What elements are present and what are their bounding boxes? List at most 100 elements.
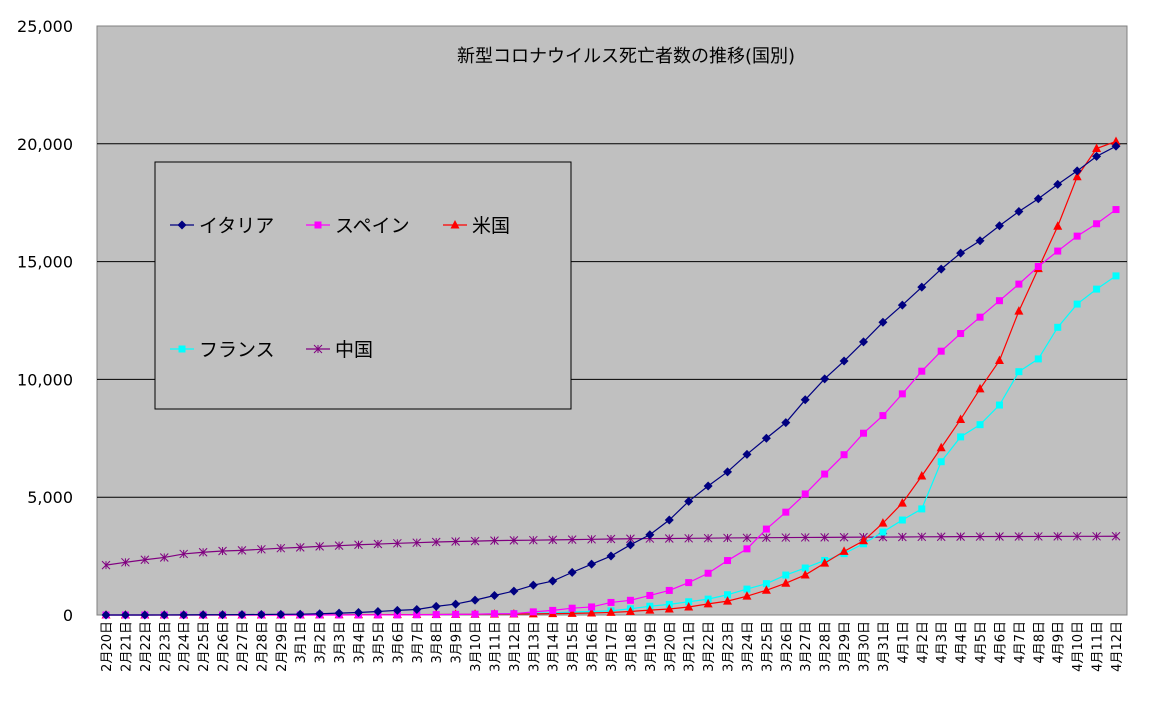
x-tick-label: 3月4日	[353, 621, 368, 664]
data-point	[568, 604, 576, 612]
data-point	[606, 551, 616, 561]
data-point	[257, 544, 266, 554]
x-tick-label: 3月16日	[586, 621, 601, 672]
data-point	[431, 537, 441, 547]
x-tick-label: 4月12日	[1110, 621, 1125, 672]
data-point	[976, 421, 984, 429]
data-point	[917, 282, 927, 292]
data-point	[879, 412, 887, 420]
data-point	[451, 537, 460, 546]
data-point	[664, 603, 674, 613]
data-point	[723, 467, 733, 477]
data-point	[1111, 531, 1121, 541]
legend-label: イタリア	[199, 215, 274, 237]
data-point	[528, 580, 538, 590]
data-point	[703, 481, 713, 491]
y-tick-label: 10,000	[17, 370, 73, 389]
data-point	[1111, 136, 1121, 145]
legend-label: スペイン	[335, 215, 410, 237]
data-point	[897, 498, 907, 507]
legend-box	[154, 161, 572, 410]
data-point	[742, 449, 752, 459]
data-point	[452, 610, 460, 618]
x-tick-label: 3月27日	[799, 621, 814, 672]
data-point	[334, 608, 344, 618]
data-point	[918, 505, 926, 513]
data-point	[179, 549, 189, 559]
x-tick-label: 3月5日	[372, 621, 387, 664]
data-point	[898, 390, 906, 398]
data-point	[159, 553, 169, 562]
data-point	[1033, 194, 1043, 204]
data-point	[976, 313, 984, 321]
data-point	[761, 585, 771, 594]
legend-marker	[313, 344, 323, 354]
data-point	[549, 606, 557, 614]
data-point	[237, 610, 247, 620]
x-tick-label: 4月3日	[935, 621, 950, 664]
legend-label: 中国	[335, 339, 373, 361]
data-point	[781, 533, 791, 542]
data-point	[413, 611, 421, 619]
data-point	[625, 606, 635, 615]
data-point	[626, 596, 634, 604]
x-tick-label: 4月11日	[1091, 621, 1106, 672]
x-tick-label: 3月11日	[488, 621, 503, 672]
data-point	[354, 540, 363, 550]
data-point	[471, 610, 479, 618]
data-point	[665, 586, 673, 594]
data-point	[956, 532, 965, 541]
x-tick-label: 3月10日	[469, 621, 484, 672]
data-point	[724, 591, 732, 599]
data-point	[588, 603, 596, 611]
data-point	[1015, 368, 1023, 376]
y-axis: 0 5,000 10,000 15,000 20,000 25,000	[17, 17, 73, 625]
data-point	[1014, 206, 1024, 216]
data-point	[237, 545, 247, 555]
data-point	[743, 545, 751, 553]
x-tick-label: 4月7日	[1013, 621, 1028, 664]
data-point	[878, 518, 888, 527]
data-point	[723, 596, 733, 605]
data-point	[704, 569, 712, 577]
y-tick-label: 20,000	[17, 135, 73, 154]
legend-label: フランス	[199, 339, 275, 361]
data-point	[159, 610, 169, 620]
x-tick-label: 3月29日	[838, 621, 853, 672]
data-point	[470, 595, 480, 605]
legend-item: イタリア	[170, 215, 274, 237]
legend-marker	[450, 220, 460, 229]
data-point	[528, 535, 538, 545]
data-point	[1053, 532, 1063, 541]
data-point	[917, 532, 927, 542]
x-tick-label: 2月24日	[178, 621, 193, 672]
data-point	[393, 611, 401, 619]
series-group	[101, 136, 1121, 620]
data-point	[1093, 285, 1101, 293]
data-point	[956, 414, 966, 423]
x-tick-label: 2月20日	[100, 621, 115, 672]
data-point	[897, 300, 907, 310]
data-point	[256, 610, 266, 620]
data-point	[1054, 323, 1062, 331]
y-tick-label: 25,000	[17, 17, 73, 36]
data-point	[606, 607, 616, 616]
x-tick-label: 3月9日	[450, 621, 465, 664]
data-point	[431, 601, 441, 611]
data-point	[859, 337, 868, 347]
data-point	[509, 535, 519, 545]
x-tick-label: 3月25日	[760, 621, 775, 672]
data-point	[839, 546, 849, 555]
data-point	[198, 547, 208, 557]
data-point	[509, 586, 519, 596]
x-tick-label: 4月8日	[1032, 621, 1047, 664]
x-tick-label: 2月27日	[236, 621, 251, 672]
data-point	[101, 610, 111, 620]
x-tick-label: 2月28日	[255, 621, 270, 672]
x-tick-label: 4月4日	[955, 621, 970, 664]
data-point	[918, 367, 926, 375]
data-point	[1093, 220, 1101, 228]
data-point	[1112, 206, 1120, 214]
